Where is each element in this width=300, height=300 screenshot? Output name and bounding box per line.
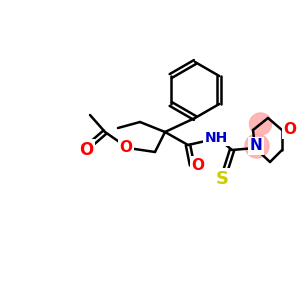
Text: O: O <box>191 158 205 172</box>
Text: S: S <box>215 170 229 188</box>
Text: NH: NH <box>204 131 228 145</box>
Circle shape <box>245 134 269 158</box>
Text: O: O <box>79 141 93 159</box>
Text: O: O <box>191 158 205 172</box>
Text: O: O <box>119 140 133 155</box>
Circle shape <box>250 113 272 135</box>
Text: O: O <box>119 140 133 155</box>
Text: N: N <box>250 139 262 154</box>
Text: NH: NH <box>204 131 228 145</box>
Text: O: O <box>284 122 296 137</box>
Text: S: S <box>215 170 229 188</box>
Text: O: O <box>79 141 93 159</box>
Text: N: N <box>250 139 262 154</box>
